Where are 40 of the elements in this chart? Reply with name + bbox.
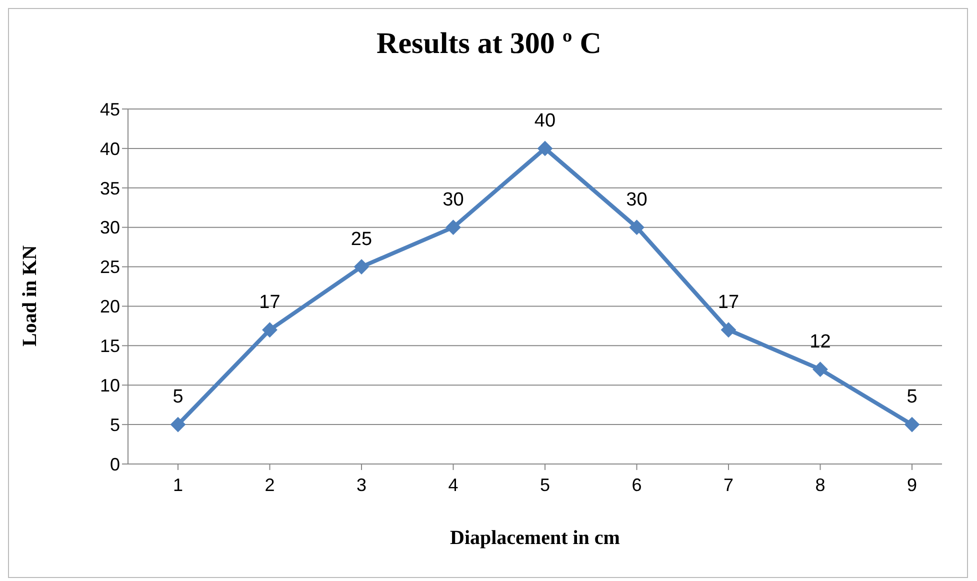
point: [629, 220, 644, 235]
x-tick-label: 9: [906, 474, 918, 495]
chart-title: Results at 300 º C: [376, 27, 602, 61]
point: [354, 259, 369, 274]
y-axis-title: Load in KN: [19, 244, 42, 346]
x-tick-label: 1: [172, 474, 184, 495]
x-tick-label: 7: [723, 474, 734, 495]
y-tick-label: 20: [100, 296, 120, 317]
y-tick-label: 5: [110, 414, 120, 435]
y-tick-label: 25: [100, 257, 120, 278]
point: [812, 362, 828, 377]
y-tick-label: 15: [100, 336, 120, 356]
x-tick-label: 2: [264, 474, 275, 495]
point: [446, 220, 461, 235]
y-tick-label: 45: [100, 99, 120, 120]
point: [538, 140, 552, 156]
data-label: 17: [259, 292, 280, 313]
data-label: 17: [718, 292, 740, 313]
x-tick-label: 4: [448, 474, 458, 495]
data-label: 30: [626, 189, 648, 210]
data-label: 5: [172, 386, 184, 408]
data-label: 40: [534, 110, 556, 132]
point: [170, 417, 186, 432]
x-tick-label: 3: [356, 474, 367, 495]
x-tick-label: 6: [632, 474, 642, 495]
y-tick-label: 40: [100, 138, 120, 159]
data-label: 25: [350, 228, 372, 250]
data-label: 5: [906, 386, 918, 408]
y-tick-label: 35: [100, 178, 120, 198]
y-tick-label: 30: [100, 218, 120, 238]
x-tick-label: 8: [815, 474, 826, 495]
x-tick-label: 5: [540, 474, 550, 495]
point: [904, 417, 920, 432]
data-label: 30: [442, 189, 464, 210]
data-label: 12: [810, 331, 831, 352]
x-axis-title: Diaplacement in cm: [450, 527, 620, 549]
y-tick-label: 0: [110, 454, 120, 474]
y-tick-label: 10: [100, 376, 120, 396]
point: [262, 322, 278, 338]
point: [721, 322, 736, 338]
